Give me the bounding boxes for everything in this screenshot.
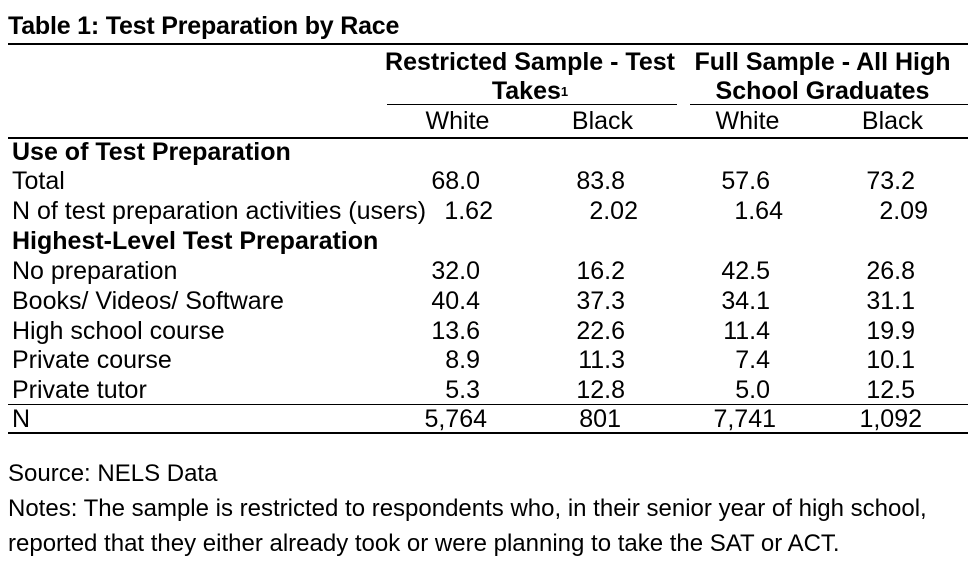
group-header-underline-restricted <box>387 104 677 105</box>
cell-total-restricted-white: 68.0 <box>431 167 480 195</box>
cell-books-restricted-white: 40.4 <box>431 287 480 315</box>
cell-tutor-full-white: 5.0 <box>735 376 770 404</box>
cell-privcourse-full-white: 7.4 <box>735 346 770 374</box>
cell-n-full-white: 7,741 <box>713 405 776 433</box>
cell-hscourse-full-white: 11.4 <box>723 317 770 345</box>
full-header-line1: Full Sample - All High <box>694 48 951 76</box>
cell-privcourse-full-black: 10.1 <box>866 346 915 374</box>
cell-hscourse-full-black: 19.9 <box>866 317 915 345</box>
cell-hscourse-restricted-white: 13.6 <box>431 317 480 345</box>
cell-hscourse-restricted-black: 22.6 <box>576 317 625 345</box>
cell-n-restricted-white: 5,764 <box>424 405 487 433</box>
cell-nact-restricted-white: 1.62 <box>444 197 493 225</box>
section-heading-highest-level: Highest-Level Test Preparation <box>12 227 379 255</box>
subheader-restricted-white: White <box>425 107 490 135</box>
cell-nact-full-white: 1.64 <box>734 197 783 225</box>
cell-total-full-white: 57.6 <box>721 167 770 195</box>
subheader-rule <box>8 137 968 139</box>
restricted-header-line2: Takes1 <box>385 77 675 106</box>
cell-noprep-full-black: 26.8 <box>866 257 915 285</box>
table-title: Table 1: Test Preparation by Race <box>8 12 400 40</box>
footnote-marker: 1 <box>560 84 569 99</box>
subheader-full-black: Black <box>861 107 924 135</box>
top-rule <box>8 43 968 45</box>
restricted-header-line2-text: Takes <box>491 77 561 105</box>
notes-line-2: reported that they either already took o… <box>8 530 840 557</box>
cell-books-full-white: 34.1 <box>721 287 770 315</box>
row-label-n-activities: N of test preparation activities (users) <box>12 197 427 225</box>
cell-noprep-full-white: 42.5 <box>721 257 770 285</box>
row-label-books-videos-software: Books/ Videos/ Software <box>12 287 284 315</box>
restricted-sample-header: Restricted Sample - Test Takes1 <box>385 48 675 106</box>
restricted-header-line1: Restricted Sample - Test <box>385 48 675 76</box>
group-header-underline-full <box>690 104 968 105</box>
cell-total-restricted-black: 83.8 <box>576 167 625 195</box>
bottom-rule-1 <box>8 432 968 434</box>
row-label-total: Total <box>12 167 65 195</box>
full-header-line2: School Graduates <box>715 77 930 105</box>
full-sample-header: Full Sample - All High School Graduates <box>690 48 955 106</box>
cell-privcourse-restricted-black: 11.3 <box>578 346 625 374</box>
row-label-private-tutor: Private tutor <box>12 376 147 404</box>
cell-nact-restricted-black: 2.02 <box>589 197 638 225</box>
cell-books-full-black: 31.1 <box>866 287 915 315</box>
cell-n-restricted-black: 801 <box>579 405 621 433</box>
cell-noprep-restricted-white: 32.0 <box>431 257 480 285</box>
subheader-full-white: White <box>715 107 780 135</box>
cell-tutor-full-black: 12.5 <box>866 376 915 404</box>
n-row-top-rule <box>8 404 968 405</box>
row-label-private-course: Private course <box>12 346 172 374</box>
cell-n-full-black: 1,092 <box>859 405 922 433</box>
cell-privcourse-restricted-white: 8.9 <box>445 346 480 374</box>
row-label-no-preparation: No preparation <box>12 257 178 285</box>
subheader-restricted-black: Black <box>571 107 634 135</box>
row-label-n: N <box>12 405 31 433</box>
cell-noprep-restricted-black: 16.2 <box>576 257 625 285</box>
source-note: Source: NELS Data <box>8 460 218 487</box>
cell-total-full-black: 73.2 <box>866 167 915 195</box>
notes-line-1: Notes: The sample is restricted to respo… <box>8 495 927 522</box>
cell-nact-full-black: 2.09 <box>879 197 928 225</box>
cell-books-restricted-black: 37.3 <box>576 287 625 315</box>
section-heading-use: Use of Test Preparation <box>12 138 291 166</box>
cell-tutor-restricted-white: 5.3 <box>445 376 480 404</box>
cell-tutor-restricted-black: 12.8 <box>576 376 625 404</box>
row-label-high-school-course: High school course <box>12 317 225 345</box>
